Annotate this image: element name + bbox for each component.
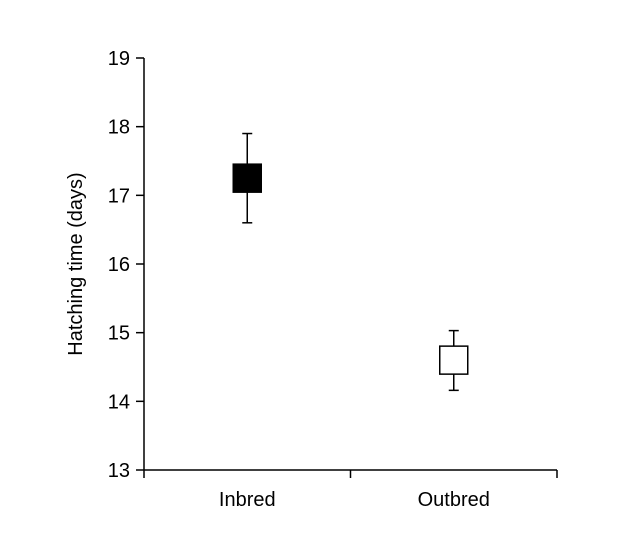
data-points bbox=[232, 132, 469, 392]
y-tick-label: 17 bbox=[108, 185, 130, 207]
y-tick-label: 15 bbox=[108, 323, 130, 345]
inbred-mean-marker bbox=[232, 163, 262, 193]
y-tick-label: 19 bbox=[108, 48, 130, 70]
y-tick-label: 14 bbox=[108, 391, 130, 413]
x-tick-label: Outbred bbox=[418, 489, 490, 511]
x-tick-label: Inbred bbox=[219, 489, 276, 511]
x-axis-ticks: Inbred Outbred bbox=[143, 470, 558, 511]
outbred-mean-marker bbox=[439, 345, 469, 375]
y-tick-label: 18 bbox=[108, 117, 130, 139]
y-axis-title: Hatching time (days) bbox=[65, 172, 87, 355]
y-axis-ticks: 13 14 15 16 17 18 19 bbox=[108, 48, 144, 482]
y-tick-label: 16 bbox=[108, 254, 130, 276]
y-tick-label: 13 bbox=[108, 460, 130, 482]
